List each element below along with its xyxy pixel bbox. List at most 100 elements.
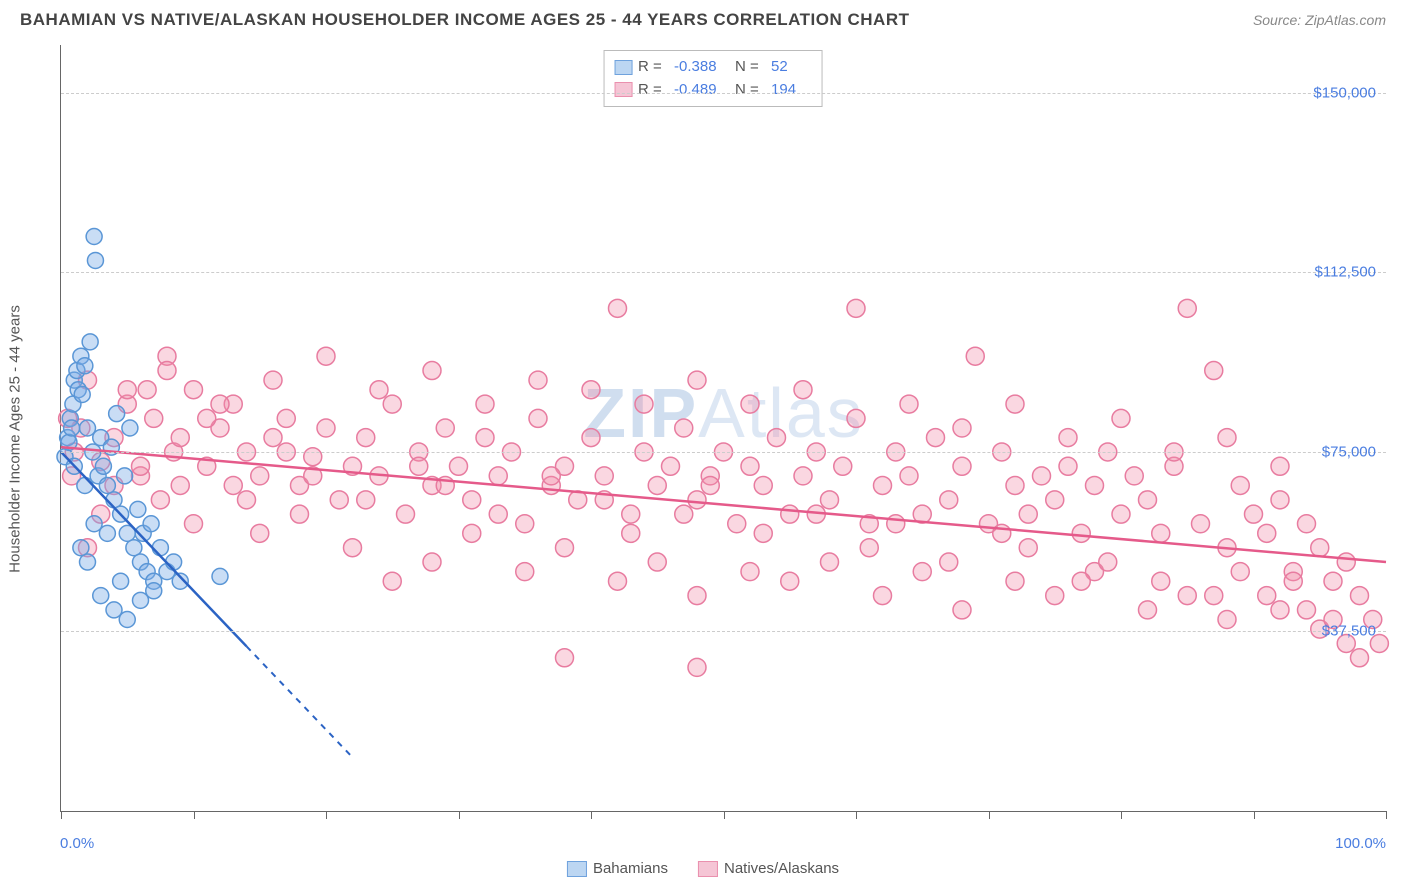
scatter-point [99, 477, 115, 493]
scatter-point [1072, 572, 1090, 590]
chart-area: Householder Income Ages 25 - 44 years ZI… [20, 45, 1386, 832]
scatter-point [1099, 553, 1117, 571]
scatter-point [489, 467, 507, 485]
scatter-point [582, 429, 600, 447]
scatter-point [370, 381, 388, 399]
scatter-point [741, 563, 759, 581]
scatter-point [1298, 601, 1316, 619]
y-tick-label: $75,000 [1322, 443, 1376, 460]
n-value: 194 [771, 79, 811, 102]
scatter-point [251, 524, 269, 542]
scatter-point [940, 553, 958, 571]
scatter-point [1218, 611, 1236, 629]
scatter-point [1046, 587, 1064, 605]
scatter-point [93, 588, 109, 604]
scatter-point [953, 601, 971, 619]
x-tick [989, 811, 990, 819]
scatter-point [264, 429, 282, 447]
scatter-point [151, 491, 169, 509]
scatter-point [1245, 505, 1263, 523]
legend-swatch [698, 861, 718, 877]
scatter-point [317, 347, 335, 365]
scatter-point [304, 448, 322, 466]
header: BAHAMIAN VS NATIVE/ALASKAN HOUSEHOLDER I… [0, 0, 1406, 35]
gridline [61, 452, 1386, 453]
scatter-point [966, 347, 984, 365]
scatter-point [291, 505, 309, 523]
scatter-point [1086, 476, 1104, 494]
scatter-point [1006, 395, 1024, 413]
scatter-point [821, 553, 839, 571]
scatter-point [74, 386, 90, 402]
scatter-point [330, 491, 348, 509]
scatter-point [675, 419, 693, 437]
scatter-point [1033, 467, 1051, 485]
scatter-point [1351, 649, 1369, 667]
scatter-point [900, 467, 918, 485]
legend-row: R =-0.489N =194 [614, 79, 811, 102]
scatter-point [130, 501, 146, 517]
scatter-point [463, 524, 481, 542]
series-legend: BahamiansNatives/Alaskans [567, 860, 839, 877]
scatter-point [781, 505, 799, 523]
scatter-point [344, 539, 362, 557]
scatter-point [860, 539, 878, 557]
scatter-point [635, 395, 653, 413]
scatter-point [145, 409, 163, 427]
scatter-point [476, 395, 494, 413]
scatter-point [383, 572, 401, 590]
scatter-point [662, 457, 680, 475]
scatter-point [1139, 601, 1157, 619]
scatter-point [701, 476, 719, 494]
scatter-point [887, 515, 905, 533]
x-tick [459, 811, 460, 819]
scatter-point [1178, 299, 1196, 317]
scatter-point [609, 299, 627, 317]
scatter-point [122, 420, 138, 436]
scatter-point [1178, 587, 1196, 605]
r-label: R = [638, 79, 668, 102]
scatter-point [476, 429, 494, 447]
scatter-point [152, 540, 168, 556]
scatter-point [77, 477, 93, 493]
scatter-point [542, 467, 560, 485]
legend-label: Bahamians [593, 860, 668, 877]
legend-swatch [614, 82, 632, 97]
n-label: N = [735, 56, 765, 79]
scatter-point [1059, 429, 1077, 447]
scatter-point [463, 491, 481, 509]
scatter-point [423, 362, 441, 380]
scatter-point [516, 515, 534, 533]
x-tick [1121, 811, 1122, 819]
scatter-point [781, 572, 799, 590]
scatter-point [166, 554, 182, 570]
scatter-point [648, 553, 666, 571]
scatter-point [794, 381, 812, 399]
scatter-point [1271, 601, 1289, 619]
scatter-point [1125, 467, 1143, 485]
scatter-point [1046, 491, 1064, 509]
plot-region: ZIPAtlas R =-0.388N =52R =-0.489N =194 $… [60, 45, 1386, 812]
scatter-point [238, 491, 256, 509]
scatter-point [95, 458, 111, 474]
x-tick [194, 811, 195, 819]
scatter-point [119, 612, 135, 628]
x-tick [856, 811, 857, 819]
scatter-point [556, 539, 574, 557]
scatter-point [410, 457, 428, 475]
x-tick [1254, 811, 1255, 819]
scatter-point [688, 658, 706, 676]
scatter-point [171, 429, 189, 447]
scatter-point [1019, 539, 1037, 557]
scatter-point [622, 524, 640, 542]
scatter-point [1006, 476, 1024, 494]
scatter-point [1112, 409, 1130, 427]
legend-swatch [567, 861, 587, 877]
n-label: N = [735, 79, 765, 102]
gridline [61, 272, 1386, 273]
scatter-point [1205, 362, 1223, 380]
scatter-point [132, 457, 150, 475]
r-label: R = [638, 56, 668, 79]
scatter-point [171, 476, 189, 494]
source-value: ZipAtlas.com [1305, 12, 1386, 28]
